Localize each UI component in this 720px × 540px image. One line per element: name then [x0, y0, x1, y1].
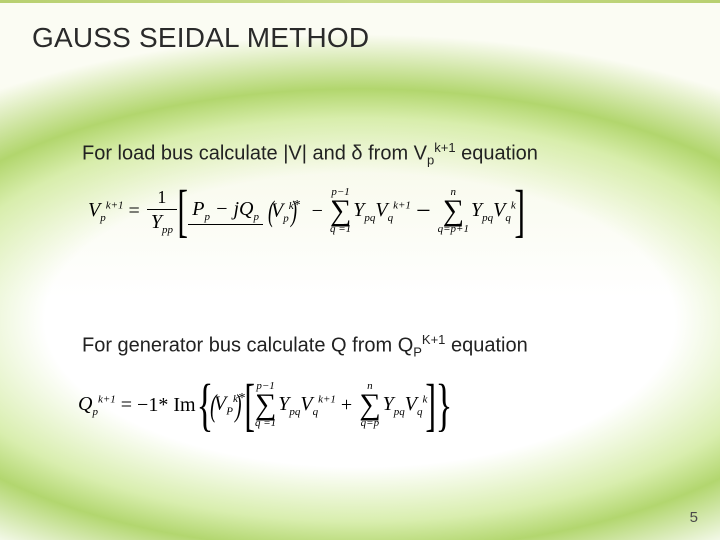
slide-title: GAUSS SEIDAL METHOD — [32, 22, 369, 54]
var: V — [375, 199, 387, 221]
term: YpqVqk+1 — [278, 393, 336, 418]
generator-bus-text: For generator bus calculate Q from QPK+1… — [82, 332, 528, 360]
summation: n ∑ q=p — [359, 381, 380, 429]
var: V — [493, 199, 505, 221]
eq-lhs: Vpk+1 — [88, 199, 124, 224]
right-paren-icon: ) — [235, 383, 241, 427]
text-fragment: − j — [210, 198, 239, 220]
subscript: q — [313, 406, 319, 418]
var: Y — [383, 393, 394, 415]
load-bus-text: For load bus calculate |V| and δ from Vp… — [82, 140, 538, 168]
term: YpqVqk — [471, 199, 516, 224]
summation: n ∑ q=p+1 — [438, 187, 469, 235]
left-paren-icon: ( — [268, 190, 274, 234]
text-fragment: equation — [445, 335, 527, 357]
page-number: 5 — [690, 509, 698, 526]
minus: − — [312, 200, 323, 223]
var: Q — [239, 198, 253, 220]
summation: p−1 ∑ q =1 — [330, 187, 351, 235]
subscript: q — [417, 406, 423, 418]
slide-top-border — [0, 0, 720, 3]
sigma-icon: ∑ — [255, 392, 276, 418]
denominator: Ypp — [147, 210, 177, 236]
var: Y — [353, 199, 364, 221]
left-bracket-icon: [ — [177, 182, 188, 240]
var: V — [405, 393, 417, 415]
minus: − — [416, 196, 431, 226]
superscript: k+1 — [393, 199, 411, 211]
fraction: Pp − jQp (Vpk)* — [188, 189, 304, 234]
sum-lower: q =1 — [330, 224, 351, 235]
sum-lower: q=p — [359, 418, 380, 429]
text-fragment: equation — [456, 143, 538, 165]
slide: GAUSS SEIDAL METHOD For load bus calcula… — [0, 0, 720, 540]
fraction: 1 Ypp — [147, 187, 177, 236]
var: Y — [278, 393, 289, 415]
numerator: Pp − jQp — [188, 198, 263, 225]
subscript: q — [388, 212, 394, 224]
var: V — [88, 199, 100, 221]
right-paren-icon: ) — [291, 190, 297, 234]
subscript: pq — [394, 406, 405, 418]
subscript: P — [226, 406, 233, 418]
sum-lower: q=p+1 — [438, 224, 469, 235]
equation-vp: Vpk+1 = 1 Ypp [ Pp − jQp (Vpk)* − p — [88, 182, 523, 240]
right-bracket-icon: ] — [514, 182, 525, 240]
sigma-icon: ∑ — [330, 198, 351, 224]
subscript: pp — [162, 224, 173, 236]
subscript: p — [283, 212, 289, 224]
equation-qp: Qpk+1 = −1* Im { (VPk)* [ p−1 ∑ q =1 Ypq… — [78, 376, 453, 434]
subscript: pq — [364, 212, 375, 224]
var: P — [192, 198, 204, 220]
numerator: 1 — [147, 187, 177, 210]
left-bracket-icon: [ — [244, 376, 255, 434]
text-fragment: For load bus calculate |V| and δ from V — [82, 143, 427, 165]
var: Y — [151, 211, 162, 233]
subscript: p — [254, 211, 260, 223]
text-fragment: −1* Im — [137, 394, 196, 417]
subscript: P — [413, 345, 422, 360]
summation: p−1 ∑ q =1 — [255, 381, 276, 429]
subscript: pq — [289, 406, 300, 418]
equals: = — [121, 394, 132, 417]
equals: = — [129, 200, 140, 223]
plus: + — [341, 394, 352, 417]
sum-lower: q =1 — [255, 418, 276, 429]
right-brace-icon: } — [435, 376, 452, 434]
sigma-icon: ∑ — [359, 392, 380, 418]
var: Q — [78, 393, 92, 415]
term: (VPk)* — [213, 383, 245, 427]
var: Y — [471, 199, 482, 221]
subscript: q — [505, 212, 511, 224]
subscript: p — [92, 406, 98, 418]
denominator: (Vpk)* — [267, 189, 305, 234]
var: V — [300, 393, 312, 415]
subscript: p — [100, 212, 106, 224]
superscript: k+1 — [318, 393, 336, 405]
term: YpqVqk+1 — [353, 199, 411, 224]
left-paren-icon: ( — [211, 383, 217, 427]
text-fragment: For generator bus calculate Q from Q — [82, 335, 413, 357]
subscript: pq — [482, 212, 493, 224]
eq-lhs: Qpk+1 — [78, 393, 116, 418]
superscript: k+1 — [98, 393, 116, 405]
superscript: K+1 — [422, 332, 446, 347]
superscript: k+1 — [106, 199, 124, 211]
sigma-icon: ∑ — [438, 198, 469, 224]
superscript: k+1 — [434, 140, 455, 155]
term: YpqVqk — [383, 393, 428, 418]
